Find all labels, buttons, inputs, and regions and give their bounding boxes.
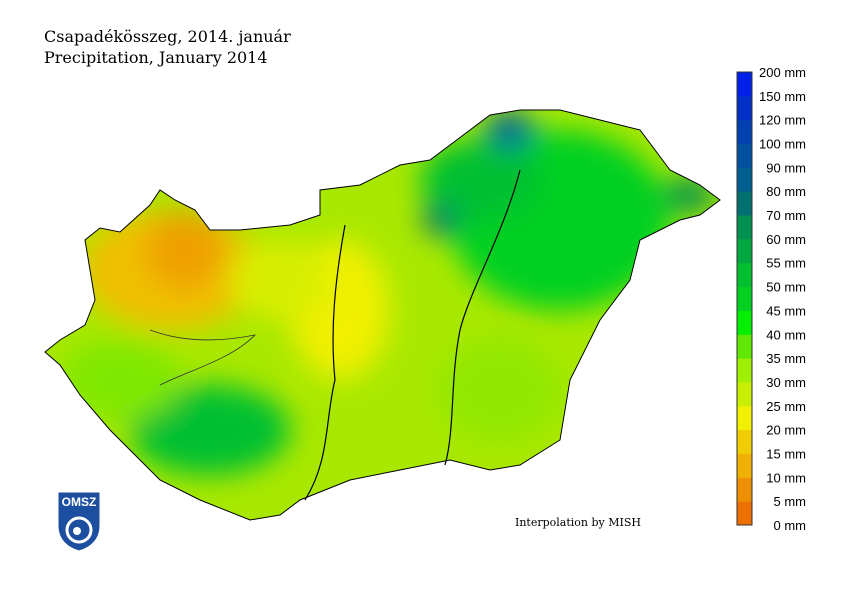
legend-swatch bbox=[737, 501, 752, 526]
legend-label: 150 mm bbox=[759, 89, 806, 104]
legend-swatch bbox=[737, 262, 752, 288]
legend-swatch bbox=[737, 334, 752, 359]
legend-swatch bbox=[737, 477, 752, 502]
legend-label: 15 mm bbox=[766, 446, 806, 461]
omsz-logo: OMSZ bbox=[57, 491, 101, 552]
legend-swatch bbox=[737, 119, 752, 145]
legend-swatch bbox=[737, 72, 752, 97]
legend-swatch bbox=[737, 95, 752, 121]
title-hungarian: Csapadékösszeg, 2014. január bbox=[44, 27, 291, 46]
legend-label: 50 mm bbox=[766, 280, 806, 295]
legend-label: 40 mm bbox=[766, 327, 806, 342]
legend-swatch bbox=[737, 310, 752, 335]
legend-label: 200 mm bbox=[759, 65, 806, 80]
legend-swatch bbox=[737, 191, 752, 216]
legend: 0 mm 5 mm 10 mm 15 mm 20 mm 25 mm 30 mm 35 mm 40… bbox=[736, 65, 807, 533]
legend-label: 80 mm bbox=[766, 184, 806, 199]
legend-label: 100 mm bbox=[759, 137, 806, 152]
legend-label: 70 mm bbox=[766, 208, 806, 223]
interpolation-credit: Interpolation by MISH bbox=[515, 516, 641, 529]
legend-swatch bbox=[737, 429, 752, 454]
legend-label: 45 mm bbox=[766, 303, 806, 318]
legend-swatch bbox=[737, 143, 752, 168]
legend-label: 10 mm bbox=[766, 470, 806, 485]
legend-label: 25 mm bbox=[766, 399, 806, 414]
legend-label: 5 mm bbox=[774, 494, 807, 509]
legend-swatch bbox=[737, 286, 752, 311]
legend-label: 0 mm bbox=[774, 518, 807, 533]
legend-label: 60 mm bbox=[766, 232, 806, 247]
legend-swatch bbox=[737, 453, 752, 478]
legend-swatch bbox=[737, 167, 752, 192]
legend-label: 120 mm bbox=[759, 113, 806, 128]
tisza-river bbox=[444, 169, 521, 466]
lake-balaton bbox=[149, 329, 257, 386]
legend-swatch bbox=[737, 381, 752, 407]
danube-river bbox=[304, 224, 346, 501]
legend-swatch bbox=[737, 238, 752, 264]
legend-swatch bbox=[737, 405, 752, 431]
legend-swatch bbox=[737, 358, 752, 383]
legend-swatch bbox=[737, 215, 752, 240]
svg-text:OMSZ: OMSZ bbox=[62, 495, 97, 509]
legend-label: 30 mm bbox=[766, 375, 806, 390]
legend-label: 20 mm bbox=[766, 423, 806, 438]
legend-label: 90 mm bbox=[766, 160, 806, 175]
title-english: Precipitation, January 2014 bbox=[44, 48, 268, 67]
legend-label: 35 mm bbox=[766, 351, 806, 366]
legend-label: 55 mm bbox=[766, 256, 806, 271]
